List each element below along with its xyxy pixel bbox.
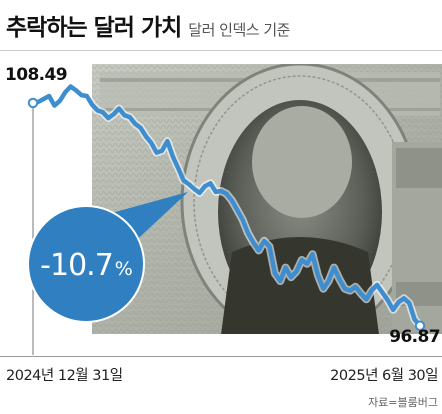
chart-title: 추락하는 달러 가치 bbox=[6, 15, 182, 41]
source-note: 자료=블룸버그 bbox=[368, 396, 438, 409]
change-percent-label: -10.7% bbox=[40, 248, 132, 283]
callout-bubble bbox=[27, 205, 145, 323]
title-divider bbox=[0, 50, 442, 51]
dollar-index-chart: 108.49 96.87 -10.7% bbox=[5, 64, 442, 355]
chart-subtitle: 달러 인덱스 기준 bbox=[188, 21, 290, 39]
start-point-marker bbox=[27, 97, 39, 109]
end-value-label: 96.87 bbox=[389, 327, 440, 347]
chart-header: 추락하는 달러 가치 달러 인덱스 기준 bbox=[6, 8, 290, 44]
series-line-group bbox=[27, 82, 426, 331]
series-line bbox=[30, 84, 423, 328]
dollar-bill-image bbox=[92, 64, 442, 334]
x-axis-line bbox=[0, 356, 442, 357]
x-axis-end-label: 2025년 6월 30일 bbox=[330, 368, 438, 384]
start-value-label: 108.49 bbox=[5, 65, 67, 85]
x-axis-start-label: 2024년 12월 31일 bbox=[6, 368, 123, 384]
change-callout: -10.7% bbox=[27, 192, 188, 323]
end-point-marker bbox=[414, 320, 426, 331]
